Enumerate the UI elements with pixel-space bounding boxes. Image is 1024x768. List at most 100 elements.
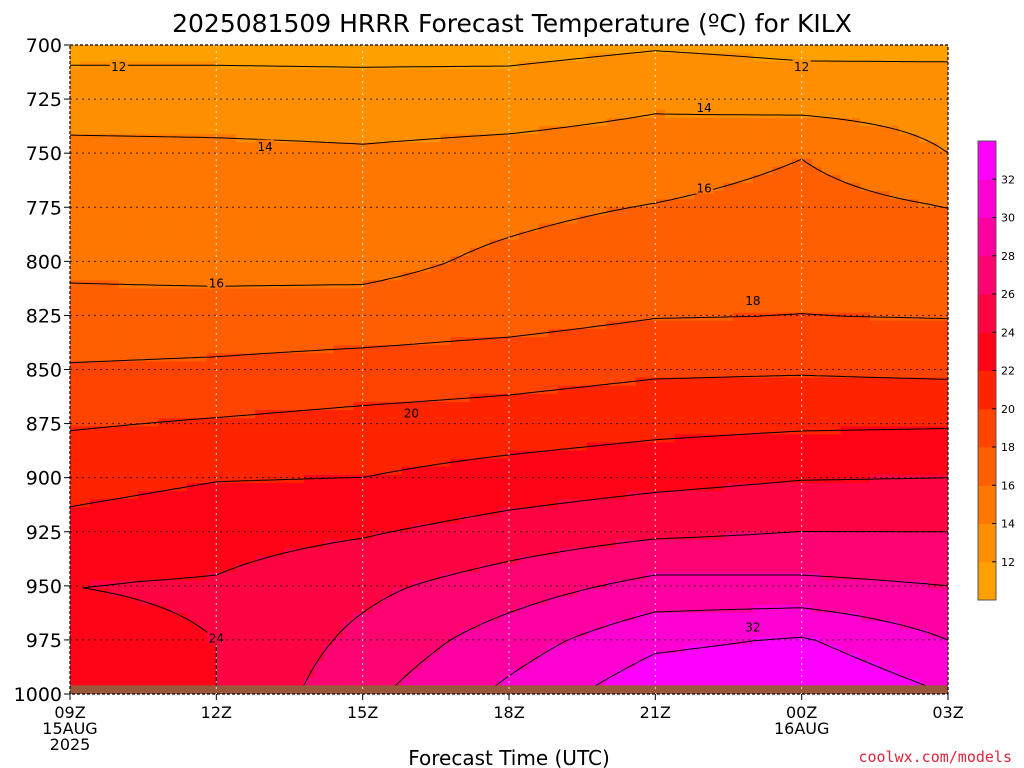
field-cell xyxy=(869,296,881,306)
field-cell xyxy=(226,328,237,338)
field-cell xyxy=(830,215,842,225)
field-cell xyxy=(908,247,920,257)
field-cell xyxy=(655,126,666,135)
field-cell xyxy=(196,126,208,135)
field-cell xyxy=(138,450,149,460)
field-cell xyxy=(606,142,617,152)
field-cell xyxy=(694,166,705,176)
field-cell xyxy=(509,101,520,111)
field-cell xyxy=(684,320,695,330)
field-cell xyxy=(450,385,461,395)
field-cell xyxy=(499,166,510,176)
field-cell xyxy=(538,393,549,403)
field-cell xyxy=(177,442,188,452)
field-cell xyxy=(469,434,481,444)
field-cell xyxy=(274,418,286,427)
field-cell xyxy=(918,101,930,111)
field-cell xyxy=(294,328,305,338)
field-cell xyxy=(382,337,393,346)
field-cell xyxy=(528,337,539,346)
field-cell xyxy=(352,361,364,371)
field-cell xyxy=(762,191,773,200)
field-cell xyxy=(255,345,266,354)
field-cell xyxy=(294,337,305,346)
field-cell xyxy=(216,199,227,208)
field-cell xyxy=(801,255,813,265)
field-cell xyxy=(772,126,783,135)
field-cell xyxy=(333,272,344,281)
field-cell xyxy=(645,126,656,135)
field-cell xyxy=(421,255,432,265)
field-cell xyxy=(99,53,110,62)
field-cell xyxy=(811,385,822,395)
field-cell xyxy=(801,296,813,306)
field-cell xyxy=(538,182,549,192)
field-cell xyxy=(216,483,227,492)
field-cell xyxy=(918,174,930,184)
field-cell xyxy=(352,150,364,160)
field-cell xyxy=(177,199,188,208)
field-cell xyxy=(635,53,647,62)
field-cell xyxy=(557,223,569,233)
field-cell xyxy=(752,207,764,216)
field-cell xyxy=(811,53,822,62)
field-cell xyxy=(235,434,247,444)
field-cell xyxy=(762,418,773,427)
field-cell xyxy=(499,93,510,103)
field-cell xyxy=(138,377,149,387)
field-cell xyxy=(118,304,130,314)
field-cell xyxy=(499,255,510,265)
field-cell xyxy=(908,223,920,233)
field-cell xyxy=(440,426,452,435)
field-cell xyxy=(587,182,598,192)
field-cell xyxy=(674,239,686,249)
field-cell xyxy=(655,345,666,354)
field-cell xyxy=(323,199,334,208)
field-cell xyxy=(840,312,852,322)
field-cell xyxy=(713,231,725,241)
field-cell xyxy=(109,442,120,452)
field-cell xyxy=(70,401,81,411)
field-cell xyxy=(791,458,803,468)
field-cell xyxy=(109,53,120,62)
field-cell xyxy=(265,474,276,484)
field-cell xyxy=(801,369,813,379)
field-cell xyxy=(606,280,617,289)
field-cell xyxy=(226,466,237,476)
field-cell xyxy=(167,223,178,233)
field-cell xyxy=(674,166,686,176)
field-cell xyxy=(118,450,130,460)
field-cell xyxy=(148,264,159,273)
field-cell xyxy=(440,491,452,500)
field-cell xyxy=(79,264,91,273)
field-cell xyxy=(830,264,842,273)
field-cell xyxy=(723,288,734,298)
field-cell xyxy=(157,361,169,371)
field-cell xyxy=(226,450,237,460)
field-cell xyxy=(655,142,666,152)
field-cell xyxy=(157,393,169,403)
field-cell xyxy=(313,442,325,452)
field-cell xyxy=(245,393,256,403)
field-cell xyxy=(167,134,178,143)
field-cell xyxy=(840,182,852,192)
field-cell xyxy=(684,474,695,484)
field-cell xyxy=(216,191,227,200)
field-cell xyxy=(304,85,315,95)
field-cell xyxy=(372,158,383,168)
field-cell xyxy=(509,466,520,476)
field-cell xyxy=(128,410,139,419)
field-cell xyxy=(274,255,286,265)
field-cell xyxy=(596,174,608,184)
field-cell xyxy=(167,53,178,62)
field-cell xyxy=(587,215,598,225)
field-cell xyxy=(899,345,910,354)
field-cell xyxy=(235,458,247,468)
field-cell xyxy=(109,361,120,371)
field-cell xyxy=(167,182,178,192)
field-cell xyxy=(70,158,81,168)
field-cell xyxy=(626,345,637,354)
field-cell xyxy=(284,264,295,273)
field-cell xyxy=(411,231,422,241)
field-cell xyxy=(401,280,413,289)
